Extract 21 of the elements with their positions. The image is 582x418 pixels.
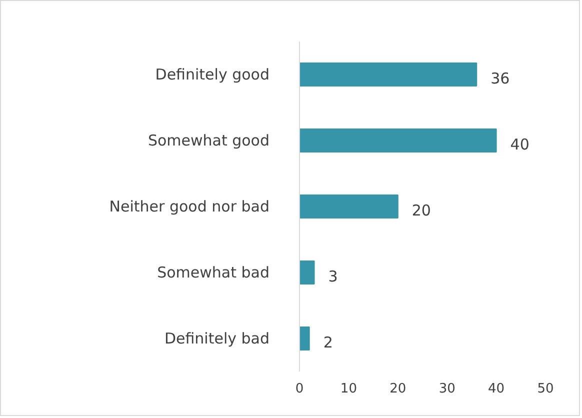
data-label: 36: [490, 70, 510, 88]
y-tick-label: Definitely good: [155, 66, 270, 84]
bar: [300, 194, 398, 219]
data-label: 3: [328, 268, 338, 286]
bar: [300, 62, 478, 87]
data-label: 40: [510, 136, 530, 154]
x-tick-label: 20: [390, 382, 406, 396]
y-tick-label: Somewhat good: [148, 132, 270, 150]
x-tick-label: 40: [488, 382, 505, 396]
x-tick-label: 50: [537, 382, 554, 396]
x-tick-label: 30: [438, 382, 456, 396]
x-tick-label: 0: [295, 382, 304, 396]
y-tick-label: Somewhat bad: [157, 264, 270, 282]
bar: [300, 128, 497, 153]
data-label: 20: [412, 202, 431, 220]
x-tick-label: 10: [340, 382, 357, 396]
bar: [300, 260, 315, 285]
y-tick-label: Definitely bad: [164, 330, 270, 348]
bar: [300, 326, 310, 351]
data-label: 2: [323, 334, 333, 352]
y-tick-label: Neither good nor bad: [109, 198, 270, 216]
